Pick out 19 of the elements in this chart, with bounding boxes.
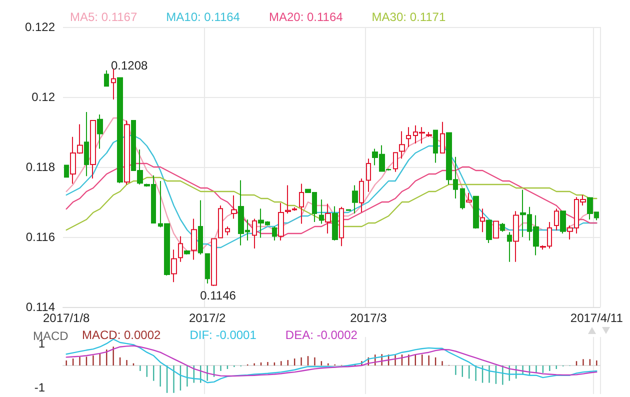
y-tick-label: 0.122	[24, 20, 56, 34]
annotation: 0.1146	[200, 288, 236, 302]
text: DIF: -0.0001	[190, 328, 257, 342]
text: MA10: 0.1164	[166, 10, 240, 24]
series-label: DEA: -0.0002	[285, 328, 358, 342]
text: MA5: 0.1167	[70, 10, 138, 24]
annotation: 0.1208	[110, 58, 148, 72]
text: MA20: 0.1164	[268, 10, 344, 24]
series-label: MACD: 0.0002	[82, 328, 162, 342]
x-tick-label: 2017/3	[350, 311, 388, 325]
y-tick-label: 0.116	[26, 230, 56, 244]
y-tick-label: 0.118	[26, 160, 56, 174]
x-tick-label: 2017/1/8	[42, 311, 90, 325]
y-tick-label: 0.12	[32, 90, 56, 104]
x-tick-label: 2017/2	[188, 311, 226, 325]
y-tick-label: 0.114	[26, 300, 56, 314]
x-tick-label: 2017/4/11	[570, 311, 624, 325]
y-tick-label: -1	[34, 380, 46, 394]
text: MA30: 0.1171	[372, 10, 446, 24]
